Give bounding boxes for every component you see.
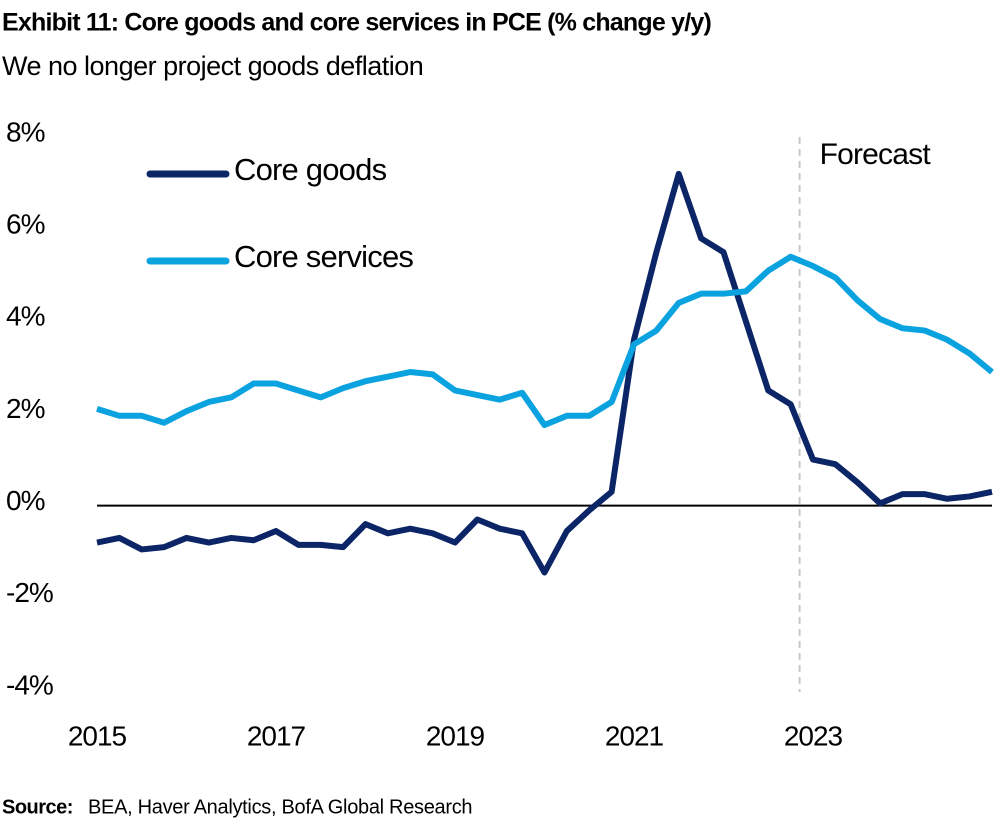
x-tick-label: 2015 bbox=[68, 720, 127, 751]
y-tick-label: 8% bbox=[6, 116, 45, 147]
series-line bbox=[96, 253, 994, 429]
x-tick-label: 2021 bbox=[605, 720, 664, 751]
source-text: BEA, Haver Analytics, BofA Global Resear… bbox=[88, 796, 472, 818]
chart-subtitle: We no longer project goods deflation bbox=[2, 51, 423, 81]
chart-title: Exhibit 11: Core goods and core services… bbox=[2, 9, 711, 37]
x-tick-label: 2017 bbox=[247, 720, 306, 751]
forecast-label: Forecast bbox=[820, 138, 932, 171]
legend-label: Core services bbox=[234, 239, 413, 274]
source-label: Source: bbox=[2, 796, 73, 818]
y-tick-label: 2% bbox=[6, 393, 45, 424]
y-tick-label: -4% bbox=[6, 669, 53, 700]
x-tick-label: 2023 bbox=[784, 720, 843, 751]
legend-label: Core goods bbox=[234, 152, 387, 187]
x-tick-label: 2019 bbox=[426, 720, 485, 751]
y-tick-label: -2% bbox=[6, 577, 53, 608]
y-tick-label: 0% bbox=[6, 485, 45, 516]
y-tick-label: 6% bbox=[6, 209, 45, 240]
y-tick-label: 4% bbox=[6, 301, 45, 332]
series-line bbox=[96, 170, 993, 576]
